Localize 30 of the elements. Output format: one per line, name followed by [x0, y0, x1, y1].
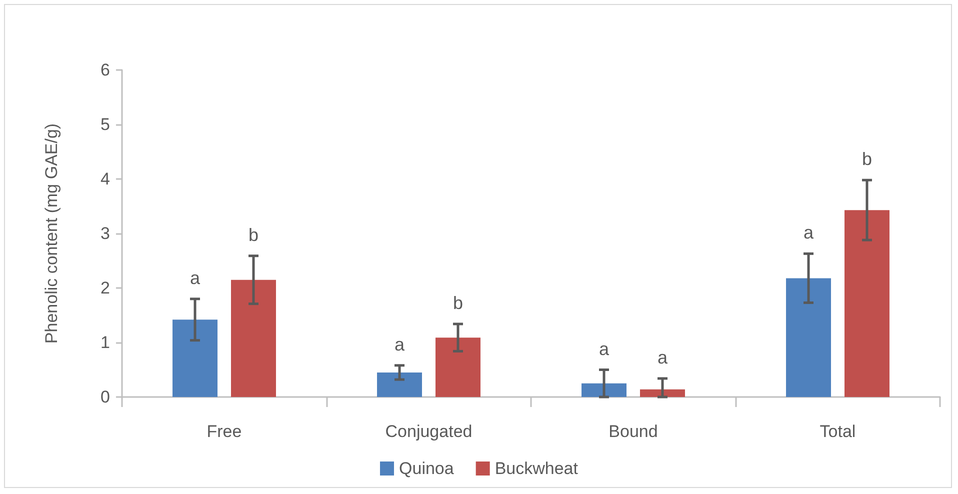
- data-label: a: [599, 338, 610, 359]
- x-tick-label: Bound: [608, 422, 658, 441]
- y-axis-title: Phenolic content (mg GAE/g): [42, 123, 61, 344]
- bar: [844, 210, 890, 397]
- bar: [377, 372, 422, 397]
- bar: [582, 383, 626, 397]
- x-tick-label: Total: [820, 422, 856, 441]
- legend-label: Quinoa: [399, 459, 454, 478]
- bar: [640, 389, 685, 397]
- y-tick-label: 6: [100, 60, 110, 80]
- bar: [436, 338, 480, 397]
- x-tick-label: Conjugated: [385, 422, 472, 441]
- data-label: a: [804, 222, 814, 243]
- data-label: a: [394, 334, 406, 354]
- data-label: b: [862, 149, 872, 170]
- y-tick-label: 0: [100, 388, 110, 406]
- y-tick-label: 3: [100, 224, 110, 243]
- bar: [172, 320, 218, 397]
- data-label: b: [452, 292, 463, 313]
- data-label: a: [657, 347, 668, 368]
- y-tick-label: 4: [100, 170, 110, 188]
- y-tick-label: 2: [100, 278, 110, 298]
- data-label: a: [190, 268, 201, 288]
- bar: [786, 278, 831, 397]
- y-tick-label: 5: [100, 115, 110, 134]
- bar: [231, 280, 276, 397]
- data-label: b: [248, 224, 258, 245]
- legend-label: Buckwheat: [494, 459, 578, 478]
- x-tick-label: Free: [206, 422, 242, 441]
- y-tick-label: 1: [100, 333, 110, 352]
